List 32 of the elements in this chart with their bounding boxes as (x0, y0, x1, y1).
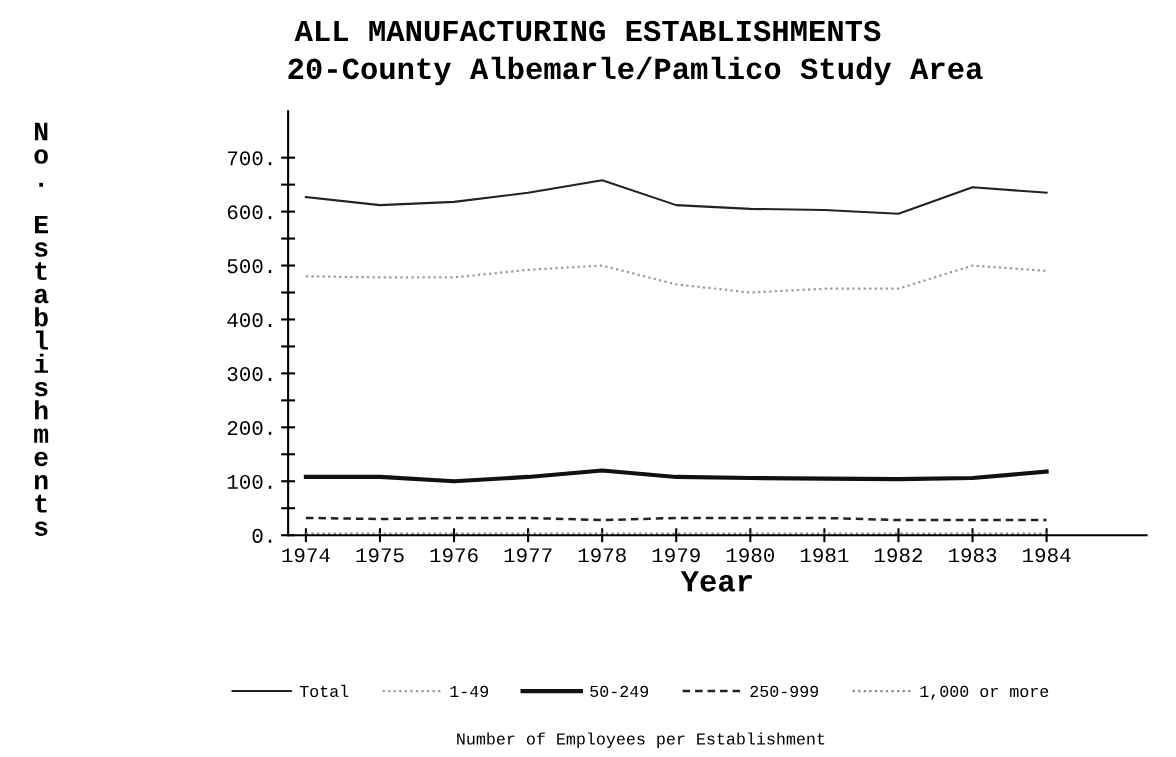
y-tick-label: 200. (227, 420, 272, 436)
line-series (303, 468, 1049, 484)
legend-label: Total (299, 684, 349, 698)
y-tick-label: 500. (227, 259, 272, 274)
legend-label: 1,000 or more (920, 685, 1049, 700)
chart-subtitle: 20-County Albemarle/Pamlico Study Area (288, 56, 983, 86)
legend-title: Number of Employees per Establishment (457, 732, 825, 748)
x-tick-label: 1981 (800, 548, 849, 563)
y-tick-label: 400. (227, 313, 272, 328)
x-tick-label: 1978 (578, 548, 626, 563)
y-tick-label: 700. (227, 151, 272, 166)
chart-title: ALL MANUFACTURING ESTABLISHMENTS (294, 20, 881, 42)
line-series (304, 179, 1048, 215)
x-axis-title: Year (680, 571, 752, 592)
x-tick-label: 1980 (726, 548, 775, 563)
x-tick-label: 1983 (949, 548, 997, 563)
legend-label: 1-49 (450, 685, 489, 698)
y-tick-label: 600. (227, 205, 272, 220)
legend-label: 50-249 (590, 685, 649, 698)
x-tick-label: 1984 (1023, 548, 1071, 563)
x-tick-label: 1982 (874, 548, 922, 563)
y-tick-label: 0. (252, 528, 272, 543)
x-tick-label: 1976 (430, 548, 478, 563)
x-tick-label: 1977 (504, 548, 552, 563)
x-tick-label: 1974 (282, 548, 330, 563)
y-tick-label: 300. (227, 367, 272, 382)
line-series (304, 264, 1048, 294)
x-tick-label: 1979 (652, 548, 700, 563)
y-tick-label: 100. (227, 474, 272, 490)
legend-label: 250-999 (750, 685, 819, 698)
x-tick-label: 1975 (356, 548, 404, 563)
text: No. Establishments (34, 122, 49, 536)
